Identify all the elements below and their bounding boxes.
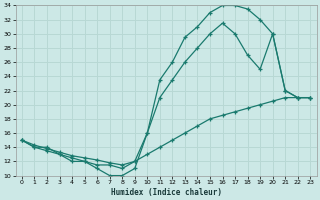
X-axis label: Humidex (Indice chaleur): Humidex (Indice chaleur) bbox=[111, 188, 221, 197]
